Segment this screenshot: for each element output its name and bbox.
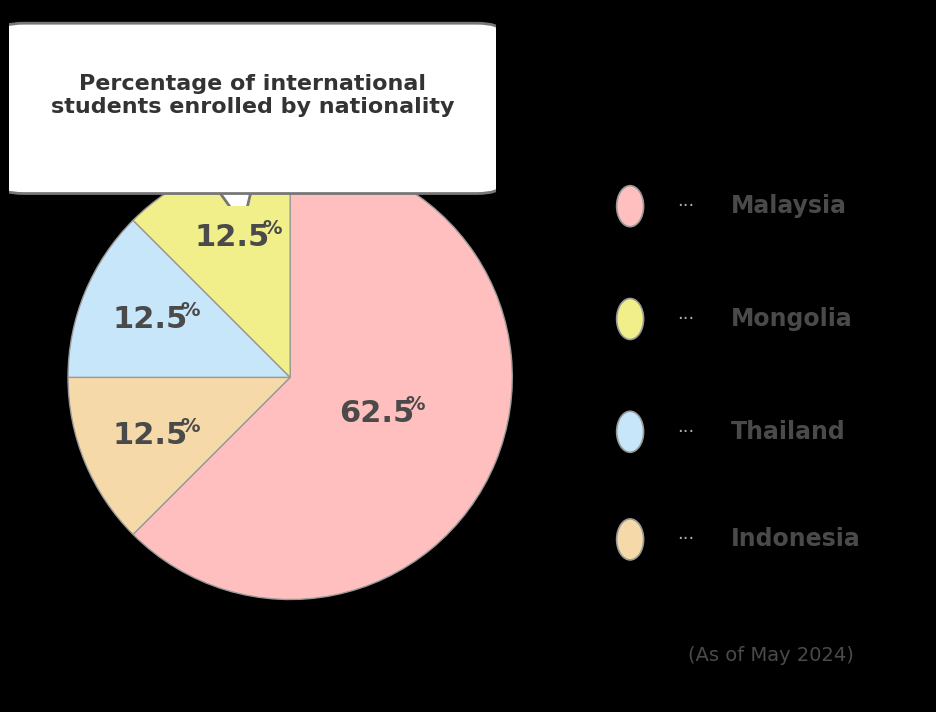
Text: ···: ··· [678, 310, 695, 328]
Wedge shape [133, 155, 290, 377]
Text: 12.5: 12.5 [113, 305, 188, 334]
Text: %: % [180, 417, 199, 436]
Text: %: % [262, 219, 282, 239]
Text: Mongolia: Mongolia [731, 307, 853, 331]
Wedge shape [133, 155, 512, 600]
Text: 62.5: 62.5 [339, 399, 414, 428]
Text: Thailand: Thailand [731, 420, 846, 444]
Circle shape [617, 519, 644, 560]
Text: (As of May 2024): (As of May 2024) [688, 646, 854, 664]
Text: %: % [405, 394, 425, 414]
Text: 12.5: 12.5 [113, 421, 188, 450]
Text: 12.5: 12.5 [195, 224, 270, 252]
Circle shape [617, 298, 644, 340]
FancyBboxPatch shape [0, 23, 501, 194]
Text: ···: ··· [678, 423, 695, 441]
Polygon shape [213, 184, 253, 225]
Text: %: % [180, 301, 199, 320]
Polygon shape [204, 169, 262, 181]
Text: ···: ··· [678, 197, 695, 215]
Text: Percentage of international
students enrolled by nationality: Percentage of international students enr… [51, 74, 455, 117]
Circle shape [617, 412, 644, 452]
Text: Malaysia: Malaysia [731, 194, 847, 218]
Wedge shape [68, 220, 290, 377]
Circle shape [617, 186, 644, 226]
Text: ···: ··· [678, 530, 695, 548]
Text: Indonesia: Indonesia [731, 528, 861, 551]
Wedge shape [68, 377, 290, 535]
